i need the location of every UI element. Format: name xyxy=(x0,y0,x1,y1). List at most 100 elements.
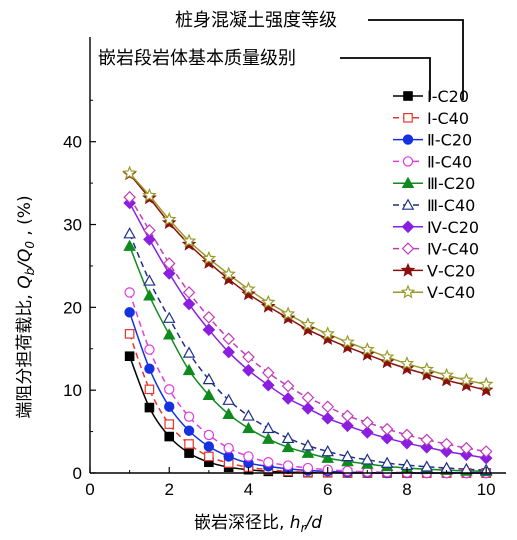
y-tick-label: 30 xyxy=(63,216,82,235)
y-axis-label-prefix: 端阻分担荷载比, xyxy=(15,289,35,419)
legend-label: Ⅳ-C20 xyxy=(427,218,479,237)
data-point xyxy=(143,289,156,301)
data-point xyxy=(201,250,217,265)
legend-marker xyxy=(403,112,413,123)
data-point xyxy=(262,421,275,434)
data-point xyxy=(380,422,394,436)
data-point xyxy=(281,379,295,393)
annotation-pile-concrete-text: 桩身混凝土强度等级 xyxy=(175,10,337,31)
data-point xyxy=(301,439,315,451)
data-point xyxy=(143,233,156,246)
data-point xyxy=(123,227,136,239)
data-point xyxy=(222,332,235,346)
x-axis-label-prefix: 嵌岩深径比, xyxy=(194,513,290,533)
x-axis-label-suffix: /d xyxy=(304,513,323,533)
data-point xyxy=(124,307,135,318)
data-point xyxy=(321,444,334,457)
data-point xyxy=(144,363,155,374)
annotation-rock-quality: 嵌岩段岩体基本质量级别 xyxy=(98,48,431,100)
annotation-pile-concrete: 桩身混凝土强度等级 xyxy=(175,10,464,100)
data-point xyxy=(182,297,196,311)
x-tick-label: 6 xyxy=(323,480,332,499)
data-point xyxy=(222,407,235,419)
data-point xyxy=(479,445,493,458)
x-tick-label: 8 xyxy=(402,480,411,499)
data-point xyxy=(340,339,355,354)
data-point xyxy=(222,393,235,405)
data-point xyxy=(202,388,216,400)
data-point xyxy=(241,286,256,301)
data-point xyxy=(459,372,474,387)
data-point xyxy=(320,331,335,346)
data-point xyxy=(280,306,296,321)
y-tick-label: 0 xyxy=(73,464,82,483)
data-point xyxy=(360,346,375,361)
data-point xyxy=(361,426,374,439)
data-point xyxy=(201,254,217,269)
data-point xyxy=(144,402,155,413)
data-point xyxy=(478,382,494,397)
data-point xyxy=(342,465,353,477)
data-point xyxy=(243,451,254,462)
data-point xyxy=(261,298,276,313)
data-point xyxy=(420,460,434,472)
data-point xyxy=(479,451,493,465)
y-axis-label-var: Q xyxy=(15,275,35,288)
annotation-rock-quality-text: 嵌岩段岩体基本质量级别 xyxy=(98,48,296,69)
data-point xyxy=(459,377,474,392)
x-ticks: 0 2 4 6 8 10 xyxy=(85,467,496,499)
legend-marker xyxy=(401,242,415,255)
data-point xyxy=(164,401,175,412)
data-point xyxy=(361,453,374,465)
legend-marker xyxy=(400,284,416,299)
data-point xyxy=(321,400,335,414)
data-point xyxy=(340,334,355,349)
data-point xyxy=(181,233,197,248)
legend-marker xyxy=(401,198,415,210)
data-point xyxy=(439,372,454,387)
data-point xyxy=(380,431,394,445)
data-point xyxy=(400,428,414,442)
data-point xyxy=(164,419,175,429)
data-point xyxy=(261,378,275,392)
data-point xyxy=(379,349,395,364)
data-point xyxy=(124,329,135,339)
legend-label: Ⅴ-C20 xyxy=(427,261,475,280)
data-point xyxy=(478,376,494,391)
data-point xyxy=(400,436,414,450)
legend: Ⅰ-C20 Ⅰ-C40 Ⅱ-C20 Ⅱ-C40 Ⅲ-C20 Ⅲ-C40 Ⅳ-C20 Ⅳ-C40… xyxy=(393,87,479,302)
annotation-rock-quality-bracket xyxy=(340,57,431,100)
data-point xyxy=(204,451,214,462)
data-point xyxy=(281,392,295,405)
data-point xyxy=(460,441,473,455)
data-point xyxy=(300,317,316,331)
data-point xyxy=(223,442,234,454)
y-axis-label-mid: /Q xyxy=(15,249,35,270)
data-point xyxy=(221,271,236,286)
legend-marker xyxy=(402,156,414,167)
data-point xyxy=(202,323,216,337)
data-point xyxy=(282,460,294,471)
data-point xyxy=(321,412,335,425)
legend-marker xyxy=(400,262,416,277)
x-axis-label-var: h xyxy=(290,513,301,533)
legend-marker xyxy=(401,176,415,188)
x-tick-label: 0 xyxy=(85,480,94,499)
data-point xyxy=(123,239,136,251)
data-point xyxy=(301,402,315,415)
data-point xyxy=(122,165,137,180)
y-tick-label: 40 xyxy=(63,133,82,152)
data-point xyxy=(144,344,155,355)
annotation-pile-concrete-bracket xyxy=(368,19,464,100)
data-point xyxy=(183,425,195,436)
data-point xyxy=(162,257,176,270)
data-point xyxy=(124,351,135,362)
data-point xyxy=(124,287,135,298)
data-point xyxy=(221,266,236,281)
data-point xyxy=(164,384,175,395)
legend-label: Ⅰ-C40 xyxy=(427,109,469,128)
data-point xyxy=(360,341,375,356)
legend-label: Ⅱ-C40 xyxy=(427,152,472,171)
legend-label: Ⅰ-C20 xyxy=(427,87,469,106)
